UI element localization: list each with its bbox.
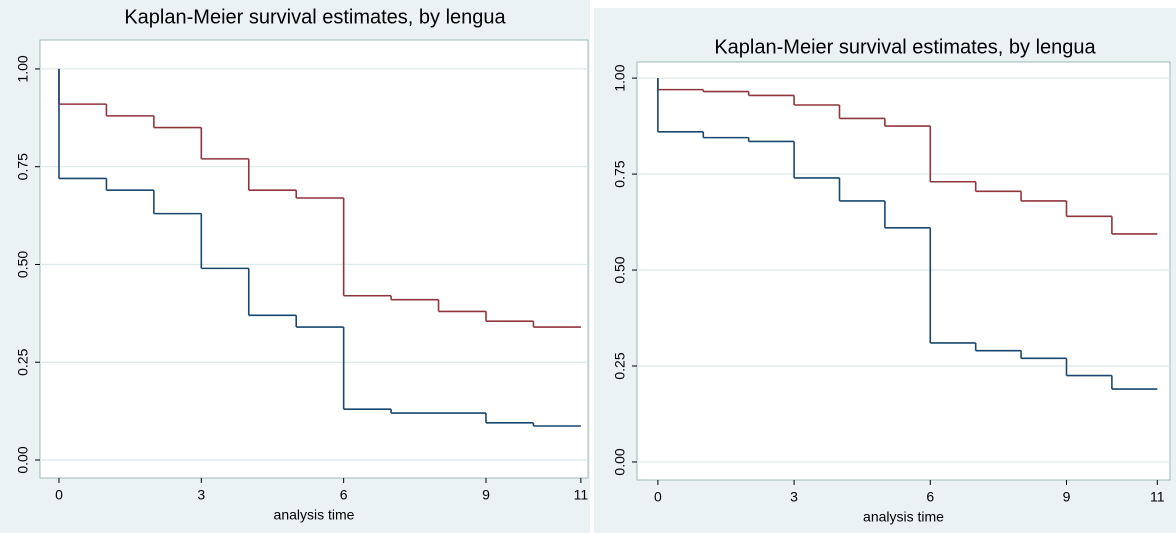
x-tick-label: 9 bbox=[1063, 489, 1071, 505]
x-tick-label: 6 bbox=[340, 487, 348, 503]
x-tick-label: 6 bbox=[926, 489, 934, 505]
x-tick-label: 3 bbox=[197, 487, 205, 503]
chart-title: Kaplan-Meier survival estimates, by leng… bbox=[124, 6, 506, 28]
y-tick-label: 0.25 bbox=[612, 352, 628, 379]
x-axis-title: analysis time bbox=[863, 509, 944, 525]
y-tick-label: 1.00 bbox=[612, 64, 628, 91]
x-tick-label: 0 bbox=[654, 489, 662, 505]
y-tick-label: 0.50 bbox=[15, 251, 31, 278]
plot-area bbox=[636, 61, 1171, 481]
x-tick-label: 9 bbox=[482, 487, 490, 503]
y-tick-label: 0.75 bbox=[612, 160, 628, 187]
x-tick-label: 0 bbox=[55, 487, 63, 503]
x-tick-label: 11 bbox=[1150, 489, 1165, 505]
chart-title: Kaplan-Meier survival estimates, by leng… bbox=[714, 36, 1096, 58]
x-tick-label: 3 bbox=[790, 489, 798, 505]
y-tick-label: 0.00 bbox=[15, 446, 31, 473]
y-tick-label: 1.00 bbox=[15, 55, 31, 82]
x-tick-label: 11 bbox=[574, 487, 589, 503]
y-tick-label: 0.00 bbox=[612, 448, 628, 475]
plot-area bbox=[39, 39, 589, 479]
y-tick-label: 0.75 bbox=[15, 153, 31, 180]
y-tick-label: 0.50 bbox=[612, 256, 628, 283]
y-tick-label: 0.25 bbox=[15, 348, 31, 375]
x-axis-title: analysis time bbox=[274, 507, 355, 523]
